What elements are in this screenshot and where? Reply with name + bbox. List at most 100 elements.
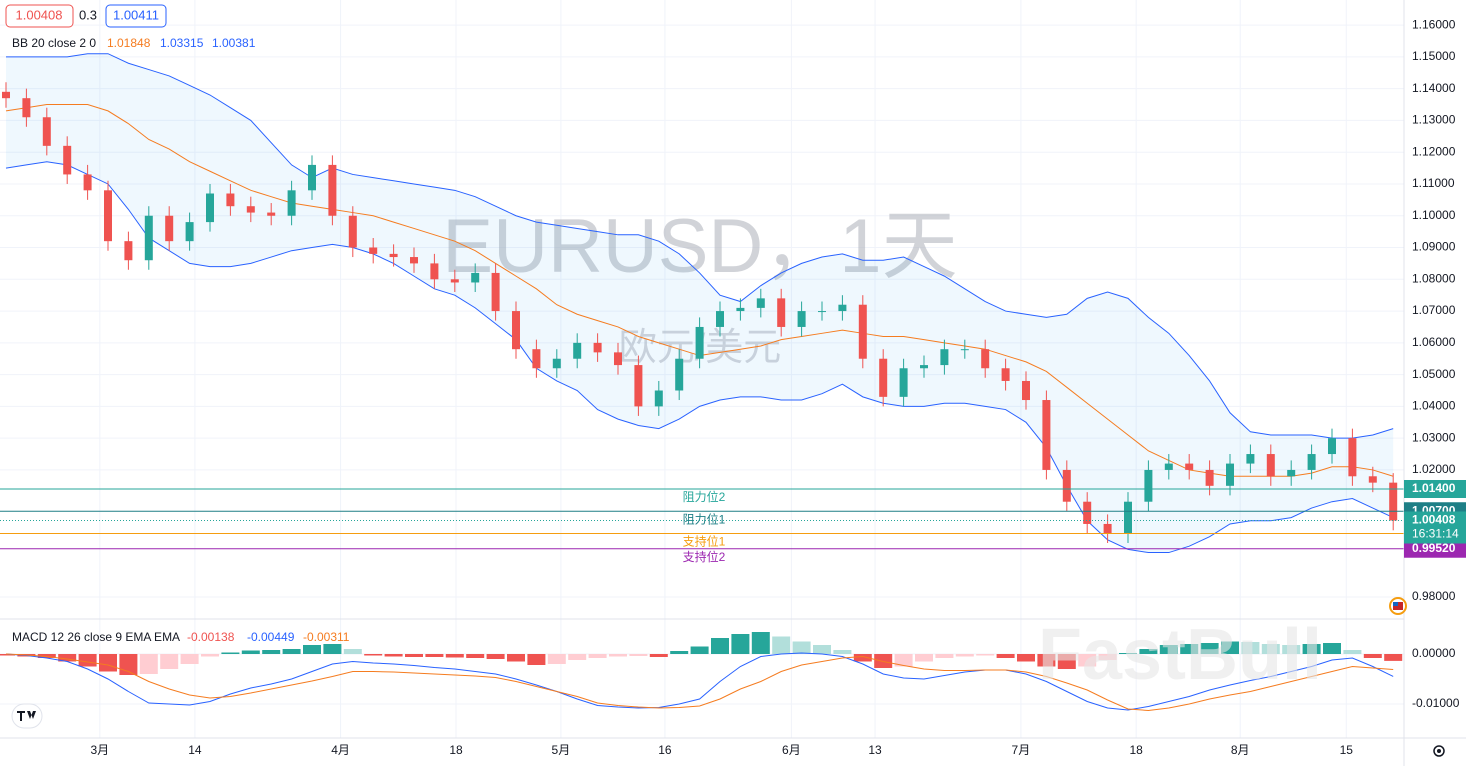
macd-hist-bar (0, 654, 15, 656)
candle-body (1307, 454, 1316, 470)
candle-body (634, 365, 643, 407)
macd-hist-bar (1037, 654, 1056, 667)
ask: 1.00411 (113, 7, 159, 22)
candle-body (593, 342, 602, 353)
macd-hist-bar (547, 654, 566, 664)
candle-body (1287, 469, 1296, 477)
y-tick-label: 1.12000 (1412, 144, 1456, 158)
bb-label: BB 20 close 2 0 (12, 36, 96, 50)
candle-body (1001, 368, 1010, 381)
candle-body (124, 241, 133, 261)
y-tick-label: 1.09000 (1412, 240, 1456, 254)
macd-hist-bar (425, 654, 444, 657)
spread: 0.3 (79, 7, 97, 22)
macd-hist-bar (384, 654, 403, 657)
candle-body (104, 190, 112, 242)
macd-hist-bar (1363, 654, 1382, 658)
macd-hist-bar (690, 646, 709, 654)
macd-tick-label: -0.01000 (1412, 696, 1460, 710)
macd-hist-bar (527, 654, 546, 665)
macd-line (5, 652, 1394, 711)
macd-hist-bar (629, 654, 648, 656)
macd-hist-bar (201, 654, 219, 657)
macd-hist-bar (160, 654, 179, 669)
macd-hist-bar (241, 650, 260, 654)
candle-body (675, 358, 684, 391)
macd-hist-bar (1159, 645, 1178, 654)
macd-hist-bar (935, 654, 954, 658)
ask-box[interactable] (105, 4, 167, 28)
candle-body (1164, 463, 1173, 470)
macd-hist-bar (976, 654, 995, 656)
watermark-brand: FastBull (1038, 615, 1322, 695)
y-tick-label: 1.10000 (1412, 208, 1456, 222)
macd-hist-bar (731, 634, 750, 654)
bid-box[interactable] (5, 4, 74, 28)
tv-logo (11, 703, 43, 729)
macd-hist-bar (343, 649, 362, 654)
y-tick-label: 1.16000 (1412, 17, 1456, 31)
y-tick-label: 1.06000 (1412, 335, 1456, 349)
macd-hist-bar (1180, 644, 1199, 654)
level-name: 支持位1 (683, 534, 726, 549)
candle-body (756, 298, 765, 308)
candle-body (206, 193, 214, 223)
last-price-box (1404, 511, 1466, 544)
candle-body (22, 98, 31, 118)
candle-body (165, 215, 174, 242)
macd-hist-bar (1200, 643, 1219, 654)
candle-body (226, 193, 235, 207)
countdown: 16:31:14 (1412, 527, 1459, 541)
macd-hist-bar (853, 654, 872, 662)
settings-icon[interactable] (1433, 745, 1445, 757)
candle-body (532, 349, 541, 369)
candle-body (1368, 476, 1377, 483)
candle-body (1185, 463, 1194, 470)
macd-hist-bar (99, 654, 117, 672)
macd-hist-bar (139, 654, 158, 674)
macd-hist-bar (833, 650, 852, 654)
candle-body (552, 358, 561, 369)
macd-hist-bar (813, 645, 831, 654)
candle-body (1328, 438, 1336, 455)
macd-hist-bar (996, 654, 1015, 658)
macd-hist-bar (588, 654, 607, 658)
candle-body (185, 222, 194, 242)
macd-hist-bar (1302, 644, 1321, 654)
macd-hist-bar (711, 638, 729, 654)
macd-hist-bar (262, 650, 281, 654)
candle-body (879, 358, 888, 397)
x-tick-label: 4月 (331, 743, 350, 757)
x-tick-label: 15 (1340, 743, 1354, 757)
candle-body (573, 342, 582, 359)
bid: 1.00408 (16, 7, 63, 22)
band-line (5, 161, 1394, 554)
macd-hist-bar (180, 654, 199, 664)
level-price-box (1404, 539, 1466, 558)
candle-body (1124, 501, 1132, 534)
last-price-label: 1.00408 (1412, 513, 1456, 527)
x-tick-label: 16 (658, 743, 672, 757)
candle-body (1246, 454, 1255, 464)
y-tick-label: 1.07000 (1412, 303, 1456, 317)
level-name: 阻力位2 (683, 489, 726, 504)
candle-body (144, 215, 153, 261)
macd-hist-bar (78, 654, 97, 667)
y-tick-label: 1.14000 (1412, 81, 1456, 95)
macd-hist-bar (792, 641, 811, 654)
macd-hist-bar (955, 654, 974, 657)
candle-body (450, 279, 459, 283)
level-name: 阻力位1 (683, 511, 726, 526)
candle-body (1144, 469, 1153, 502)
grid (0, 0, 1404, 738)
macd-hist-bar (405, 654, 423, 657)
watermark-symbol: EURUSD，1天 (442, 204, 957, 289)
candle-body (1348, 438, 1357, 477)
macd-line (5, 653, 1394, 712)
candle-body (246, 206, 255, 213)
candle-body (308, 164, 316, 191)
macd-hist-value: -0.00138 (187, 630, 235, 644)
y-tick-label: 0.98000 (1412, 589, 1456, 603)
